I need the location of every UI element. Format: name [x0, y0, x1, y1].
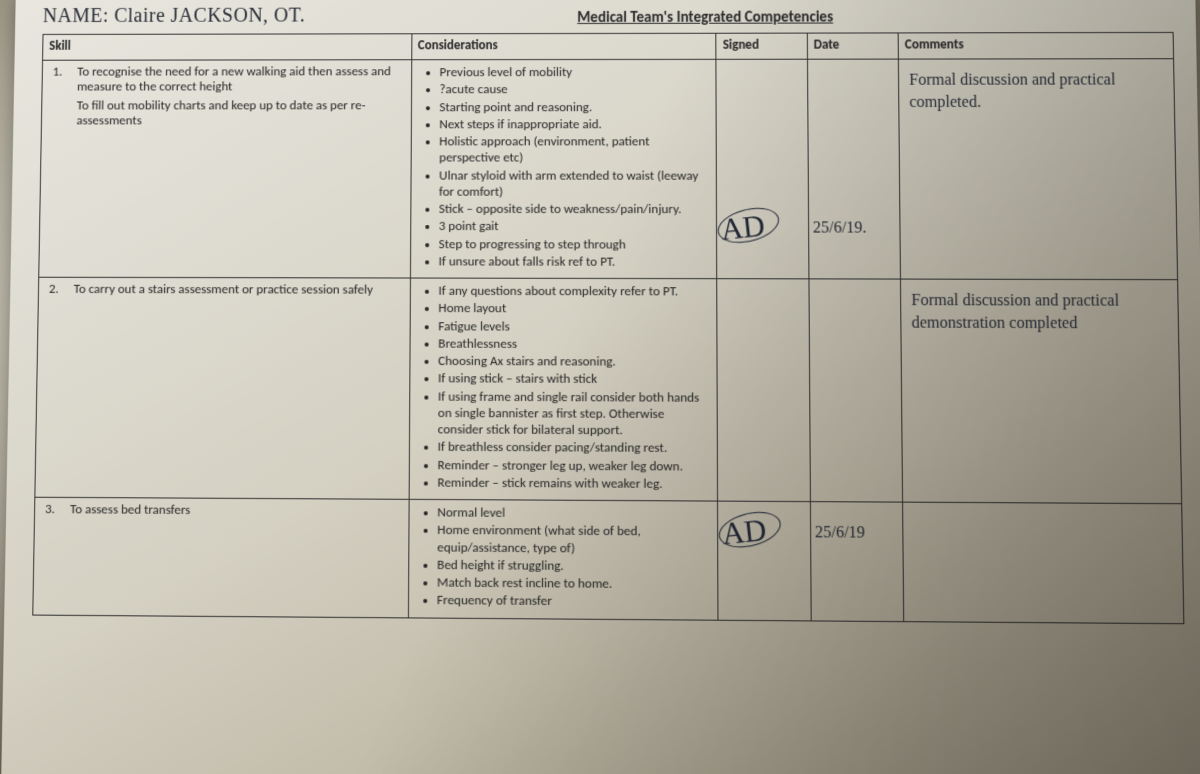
list-item: Reminder – stronger leg up, weaker leg d…	[438, 457, 712, 475]
name-label: NAME:	[43, 5, 109, 27]
date-cell	[810, 502, 904, 621]
skill-cell: 1. To recognise the need for a new walki…	[39, 60, 412, 278]
comments-cell	[903, 502, 1184, 623]
list-item: Previous level of mobility	[440, 65, 710, 82]
col-skill: Skill	[43, 34, 412, 60]
list-item: If any questions about complexity refer …	[438, 284, 710, 301]
col-signed: Signed	[716, 33, 807, 59]
list-item: Choosing Ax stairs and reasoning.	[438, 354, 711, 372]
skill-text: To assess bed transfers	[70, 502, 397, 519]
list-item: Home environment (what side of bed, equi…	[437, 523, 711, 558]
list-item: ?acute cause	[440, 82, 710, 99]
comments-handwritten: Formal discussion and practical demonstr…	[907, 284, 1172, 337]
table-row: 2. To carry out a stairs assessment or p…	[35, 277, 1182, 503]
list-item: Bed height if struggling.	[437, 557, 711, 576]
name-value: Claire JACKSON, OT.	[114, 5, 305, 27]
comments-cell: Formal discussion and practical complete…	[898, 59, 1177, 280]
skill-number: 1.	[53, 65, 75, 80]
skill-text: To fill out mobility charts and keep up …	[76, 98, 399, 128]
list-item: Ulnar styloid with arm extended to waist…	[439, 168, 710, 201]
comments-cell: Formal discussion and practical demonstr…	[900, 279, 1181, 504]
document-title: Medical Team's Integrated Competencies	[468, 8, 944, 27]
skill-cell: 3. To assess bed transfers	[33, 497, 409, 617]
signed-cell	[718, 501, 811, 620]
list-item: Reminder – stick remains with weaker leg…	[438, 475, 712, 493]
skill-body: To recognise the need for a new walking …	[76, 64, 400, 132]
col-considerations: Considerations	[411, 33, 716, 59]
signed-cell: AD	[717, 279, 810, 502]
table-row: 1. To recognise the need for a new walki…	[39, 59, 1178, 280]
considerations-cell: If any questions about complexity refer …	[409, 278, 718, 501]
skill-body: To assess bed transfers	[70, 502, 397, 523]
skill-number: 3.	[45, 502, 67, 517]
signed-cell: AD	[716, 59, 808, 279]
table-row: 3. To assess bed transfers Normal level …	[33, 497, 1184, 623]
list-item: Next steps if inappropriate aid.	[439, 117, 710, 133]
list-item: Holistic approach (environment, patient …	[439, 134, 710, 167]
considerations-cell: Normal level Home environment (what side…	[408, 499, 718, 619]
list-item: If breathless consider pacing/standing r…	[438, 440, 711, 458]
skill-body: To carry out a stairs assessment or prac…	[73, 282, 398, 302]
list-item: If using frame and single rail consider …	[438, 389, 711, 440]
name-handwritten: NAME: Claire JACKSON, OT.	[43, 4, 468, 28]
list-item: Match back rest incline to home.	[437, 575, 712, 594]
list-item: 3 point gait	[439, 219, 711, 236]
col-date: Date	[807, 33, 898, 59]
list-item: Home layout	[438, 301, 710, 318]
table-header-row: Skill Considerations Signed Date Comment…	[43, 32, 1174, 60]
list-item: Fatigue levels	[438, 319, 710, 336]
date-handwritten: 25/6/19.	[813, 219, 867, 237]
list-item: Step to progressing to step through	[439, 237, 711, 254]
competency-table: Skill Considerations Signed Date Comment…	[32, 32, 1184, 624]
list-item: Starting point and reasoning.	[439, 100, 710, 116]
date-cell: 25/6/19	[809, 279, 903, 502]
list-item: If unsure about falls risk ref to PT.	[439, 254, 711, 271]
paper-sheet: NAME: Claire JACKSON, OT. Medical Team's…	[0, 0, 1200, 774]
considerations-cell: Previous level of mobility ?acute cause …	[410, 59, 717, 278]
skill-number: 2.	[49, 282, 71, 297]
list-item: Breathlessness	[438, 336, 711, 353]
skill-text: To recognise the need for a new walking …	[77, 64, 400, 94]
photo-surface: NAME: Claire JACKSON, OT. Medical Team's…	[0, 0, 1200, 774]
considerations-list: Previous level of mobility ?acute cause …	[417, 65, 711, 271]
list-item: Frequency of transfer	[437, 593, 712, 612]
considerations-list: If any questions about complexity refer …	[415, 284, 711, 494]
considerations-list: Normal level Home environment (what side…	[415, 505, 712, 612]
comments-handwritten: Formal discussion and practical complete…	[905, 63, 1168, 115]
date-cell: 25/6/19.	[807, 59, 900, 279]
col-comments: Comments	[898, 32, 1173, 59]
list-item: If using stick – stairs with stick	[438, 371, 711, 389]
header-line: NAME: Claire JACKSON, OT. Medical Team's…	[43, 3, 1174, 28]
skill-text: To carry out a stairs assessment or prac…	[74, 282, 399, 298]
list-item: Stick – opposite side to weakness/pain/i…	[439, 202, 710, 219]
signature-initials: AD	[720, 209, 767, 248]
skill-cell: 2. To carry out a stairs assessment or p…	[35, 277, 410, 499]
list-item: Normal level	[437, 505, 711, 523]
